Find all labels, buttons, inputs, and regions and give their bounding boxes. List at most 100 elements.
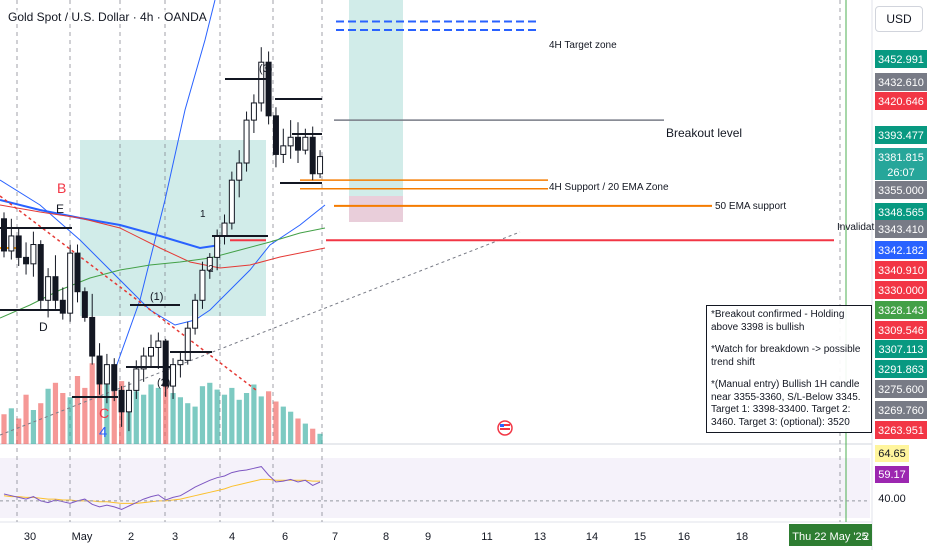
volume-bar [155, 387, 161, 444]
candle [140, 347, 147, 382]
candle [59, 287, 66, 320]
svg-text:3275.600: 3275.600 [878, 384, 924, 396]
time-tick: 2 [128, 531, 134, 543]
candle [243, 111, 250, 172]
volume-bar [251, 384, 257, 444]
volume-bar [302, 423, 308, 444]
volume-bar [52, 382, 59, 444]
price-label: 3330.000 [875, 281, 927, 299]
volume-bar [89, 363, 95, 444]
support-zone-label: 4H Support / 20 EMA Zone [549, 182, 669, 193]
candle [118, 386, 125, 427]
minor-wave-1: 1 [200, 209, 206, 220]
volume-bar [74, 376, 81, 444]
svg-text:3309.546: 3309.546 [878, 325, 924, 337]
time-tick: 18 [736, 531, 748, 543]
svg-text:3330.000: 3330.000 [878, 285, 924, 297]
candle [170, 358, 177, 399]
wave-label-3: (3) [259, 63, 272, 75]
svg-text:26:07: 26:07 [887, 167, 915, 179]
svg-text:3263.951: 3263.951 [878, 425, 924, 437]
price-label: 3452.991 [875, 50, 927, 68]
price-label: 3432.610 [875, 73, 927, 91]
volume-bar [214, 389, 220, 444]
projection-zone-lower [349, 196, 403, 222]
volume-bar [104, 384, 110, 444]
volume-bar [148, 384, 154, 444]
rsi-pane-background [0, 458, 870, 518]
symbol-title: Gold Spot / U.S. Dollar · 4h · OANDA [8, 10, 207, 24]
svg-text:3342.182: 3342.182 [878, 245, 924, 257]
rsi-indicator [0, 466, 870, 510]
volume-bar [236, 399, 242, 444]
wave-label-1: (1) [150, 291, 163, 303]
analysis-note: *Breakout confirmed - Holding above 3398… [706, 305, 872, 433]
candle [184, 321, 191, 365]
volume-bar [177, 397, 183, 444]
candle [302, 128, 309, 155]
volume-bar [288, 411, 294, 444]
volume-bar [67, 397, 73, 444]
candle [295, 122, 301, 164]
svg-text:3307.113: 3307.113 [878, 344, 923, 356]
price-label: 3307.113 [875, 340, 927, 358]
wave-label-d: D [39, 320, 48, 334]
svg-text:3340.910: 3340.910 [878, 265, 924, 277]
currency-button[interactable]: USD [875, 6, 923, 32]
candle [177, 351, 184, 378]
candle [192, 293, 199, 335]
volume-bar [280, 406, 286, 444]
candle [272, 107, 279, 168]
candle [8, 218, 15, 260]
time-axis: 30 May 2 3 4 6 7 8 9 11 13 14 15 16 18 Thu 22 May '252 [24, 524, 872, 546]
svg-text:3452.991: 3452.991 [878, 54, 924, 66]
ema-blue-spike [114, 0, 216, 371]
price-label: 3381.815 [875, 148, 927, 166]
svg-text:3291.863: 3291.863 [878, 364, 924, 376]
candle [81, 287, 88, 322]
candle [89, 293, 96, 365]
wave-label-c: C [99, 405, 109, 421]
volume-bar [45, 388, 51, 444]
candlestick-series [1, 47, 324, 432]
candle [280, 128, 287, 164]
volume-bar [38, 403, 44, 444]
wave-label-e: E [56, 202, 64, 216]
volume-bar [243, 393, 250, 444]
volume-bar [207, 382, 213, 444]
note-line-2: *Watch for breakdown -> possible trend s… [711, 344, 861, 368]
time-tick: 11 [481, 531, 492, 543]
time-tick: 3 [172, 531, 178, 543]
volume-bar [16, 418, 22, 444]
breakout-level-label: Breakout level [666, 126, 742, 140]
time-tick: 7 [332, 531, 338, 543]
time-tick: 15 [634, 531, 646, 543]
candle [155, 332, 162, 369]
volume-bar [295, 418, 301, 444]
candle [236, 150, 243, 198]
invalidation-label: Invalidat [837, 222, 874, 233]
volume-bar [8, 408, 14, 444]
candle [287, 120, 294, 159]
ema-red [0, 204, 326, 269]
volume-bar [317, 433, 323, 444]
volume-bar [229, 387, 235, 444]
us-flag-event-icon[interactable] [497, 420, 513, 436]
volume-bar [141, 394, 147, 444]
price-label: 3269.760 [875, 401, 927, 419]
ema-blue-fast [0, 179, 326, 326]
price-label: 3263.951 [875, 421, 927, 439]
svg-text:64.65: 64.65 [878, 448, 906, 460]
volume-bar [258, 396, 264, 444]
time-tick: 14 [586, 531, 598, 543]
candle [103, 353, 110, 404]
candle [30, 231, 37, 277]
volume-bar [221, 394, 228, 444]
svg-text:3348.565: 3348.565 [878, 207, 924, 219]
svg-text:3381.815: 3381.815 [878, 152, 924, 164]
note-line-1: *Breakout confirmed - Holding above 3398… [711, 309, 845, 333]
volume-bar [1, 414, 7, 444]
ema-blue-slow [0, 199, 221, 250]
